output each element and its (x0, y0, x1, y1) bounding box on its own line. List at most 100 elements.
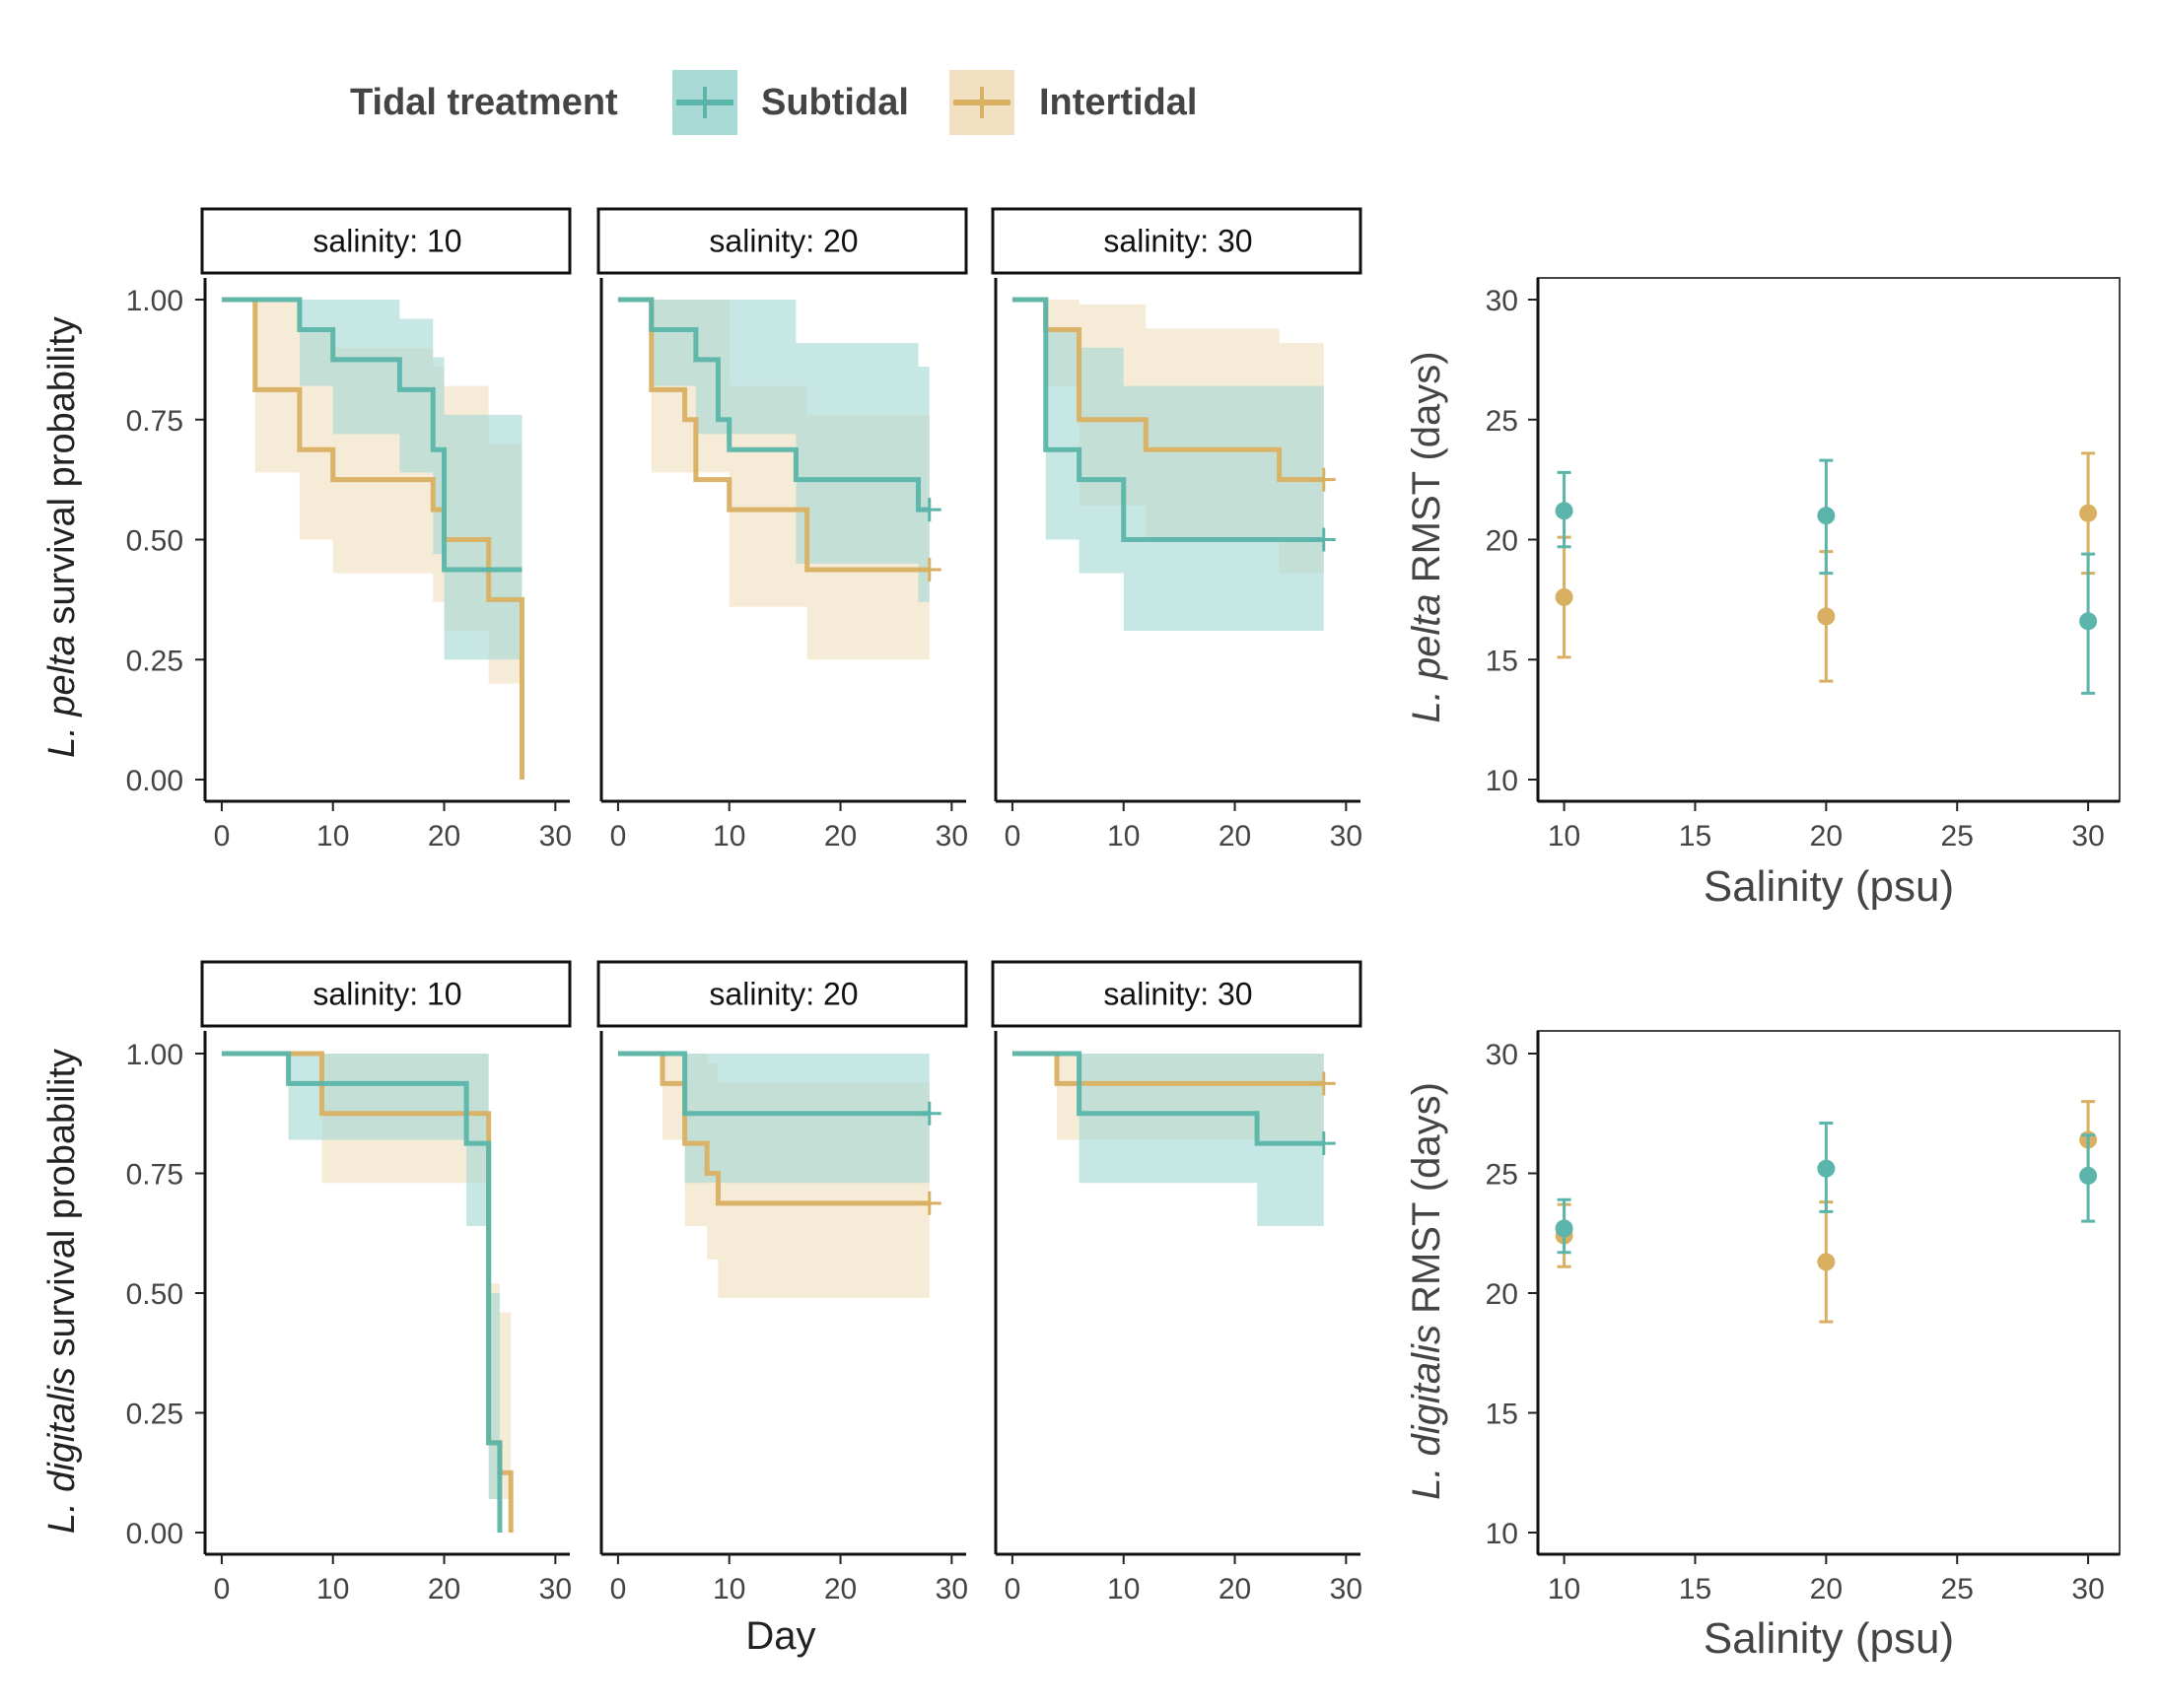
point-intertidal (1555, 587, 1573, 606)
facet-strip (991, 207, 1362, 275)
facet-strip (200, 960, 572, 1028)
legend-label-intertidal: Intertidal (1039, 82, 1197, 123)
point-subtidal (1555, 502, 1573, 520)
point-intertidal (1817, 1253, 1836, 1271)
y-tick-label: 15 (1486, 645, 1518, 677)
x-tick-label: 25 (1941, 820, 1974, 853)
x-tick-label: 20 (1810, 1573, 1843, 1606)
y-tick-label: 0.50 (126, 525, 183, 558)
facet-strip (200, 207, 572, 275)
x-tick-label: 30 (1330, 820, 1362, 853)
legend: Tidal treatment Subtidal Intertidal (350, 70, 1197, 135)
survival-curve-intertidal (617, 297, 930, 573)
y-tick-label: 10 (1486, 765, 1518, 797)
legend-label-subtidal: Subtidal (761, 82, 909, 123)
censor-mark-subtidal (917, 1101, 941, 1126)
survival-curve-intertidal (617, 1051, 930, 1206)
facet-strip-label: salinity: 30 (1103, 224, 1252, 259)
x-tick-label: 25 (1941, 1573, 1974, 1606)
survival-curve-subtidal (221, 1051, 503, 1533)
censor-mark-subtidal (1311, 1131, 1336, 1156)
x-tick-label: 15 (1679, 1573, 1711, 1606)
x-tick-label: 10 (316, 820, 349, 853)
rmst-ylabel-row2: L. digitalis RMST (days) (1405, 1082, 1448, 1500)
facet-strip (596, 960, 968, 1028)
x-tick-label: 20 (1810, 820, 1843, 853)
survival-curve-subtidal (617, 1051, 930, 1117)
facet-salinity-20: salinity: 20 0 10 20 30 (596, 207, 968, 853)
survival-curve-subtidal (221, 297, 523, 573)
y-tick-label: 25 (1486, 1159, 1518, 1192)
legend-key-subtidal (672, 70, 737, 135)
facet-salinity-10: salinity: 10 0 10 20 30 (200, 960, 572, 1606)
x-tick-label: 10 (316, 1573, 349, 1606)
y-tick-label: 20 (1486, 525, 1518, 558)
x-tick-label: 20 (428, 820, 460, 853)
salinity-xlabel-row1: Salinity (psu) (1704, 862, 1954, 911)
y-tick-label: 30 (1486, 285, 1518, 317)
x-tick-label: 10 (1107, 820, 1140, 853)
ci-band-subtidal (617, 1054, 930, 1184)
facet-strip-label: salinity: 20 (709, 977, 858, 1012)
x-tick-label: 30 (2071, 1573, 2104, 1606)
x-tick-label: 0 (610, 1573, 627, 1606)
survival-curve-subtidal (1011, 1051, 1324, 1146)
y-tick-label: 30 (1486, 1039, 1518, 1071)
point-intertidal (1817, 607, 1836, 626)
y-tick-label: 0.00 (126, 1518, 183, 1550)
rmst-ylabel-row1: L. pelta RMST (days) (1405, 351, 1448, 722)
facet-salinity-30: salinity: 30 0 10 20 30 (991, 960, 1362, 1606)
censor-mark-intertidal (1311, 467, 1336, 492)
facet-salinity-30: salinity: 30 0 10 20 30 (991, 207, 1362, 853)
survival-curve-subtidal (617, 297, 930, 512)
rmst-panel-l-pelta: 10 15 20 25 30 10 15 20 25 30 (1486, 277, 2121, 853)
facet-salinity-20: salinity: 20 0 10 20 30 (596, 960, 968, 1606)
x-tick-label: 0 (1005, 1573, 1021, 1606)
day-xlabel: Day (745, 1614, 815, 1658)
survival-ylabel-row2: L. digitalis survival probability (41, 1049, 83, 1534)
point-intertidal (2079, 504, 2098, 522)
y-tick-label: 10 (1486, 1518, 1518, 1550)
censor-mark-intertidal (1311, 1071, 1336, 1096)
facet-strip (596, 207, 968, 275)
y-tick-label: 0.50 (126, 1278, 183, 1311)
y-tick-label: 0.25 (126, 1399, 183, 1431)
x-tick-label: 30 (936, 1573, 968, 1606)
rmst-panel-l-digitalis: 10 15 20 25 30 10 15 20 25 30 (1486, 1030, 2121, 1606)
y-tick-label: 1.00 (126, 285, 183, 317)
x-tick-label: 30 (539, 1573, 572, 1606)
facet-salinity-10: salinity: 10 0 10 20 30 (200, 207, 572, 853)
x-tick-label: 20 (824, 820, 857, 853)
x-tick-label: 0 (1005, 820, 1021, 853)
censor-mark-subtidal (917, 498, 941, 522)
x-tick-label: 30 (2071, 820, 2104, 853)
point-subtidal (2079, 612, 2098, 631)
y-tick-label: 20 (1486, 1278, 1518, 1311)
y-tick-label: 0.00 (126, 765, 183, 797)
x-tick-label: 20 (1219, 1573, 1251, 1606)
y-tick-label: 0.75 (126, 405, 183, 438)
x-tick-label: 0 (214, 820, 231, 853)
facet-strip (991, 960, 1362, 1028)
x-tick-label: 0 (214, 1573, 231, 1606)
x-tick-label: 0 (610, 820, 627, 853)
ci-band-subtidal (1011, 300, 1324, 632)
ci-band-intertidal (221, 1054, 512, 1499)
facet-strip-label: salinity: 30 (1103, 977, 1252, 1012)
point-subtidal (1817, 507, 1836, 525)
x-tick-label: 10 (1107, 1573, 1140, 1606)
x-tick-label: 10 (713, 820, 745, 853)
facet-strip-label: salinity: 20 (709, 224, 858, 259)
x-tick-label: 20 (1219, 820, 1251, 853)
y-tick-label: 0.25 (126, 645, 183, 677)
x-tick-label: 30 (539, 820, 572, 853)
facet-strip-label: salinity: 10 (313, 977, 461, 1012)
x-tick-label: 20 (428, 1573, 460, 1606)
x-tick-label: 10 (1548, 820, 1580, 853)
y-tick-label: 25 (1486, 405, 1518, 438)
x-tick-label: 30 (1330, 1573, 1362, 1606)
legend-key-intertidal (949, 70, 1014, 135)
censor-mark-intertidal (917, 1191, 941, 1215)
